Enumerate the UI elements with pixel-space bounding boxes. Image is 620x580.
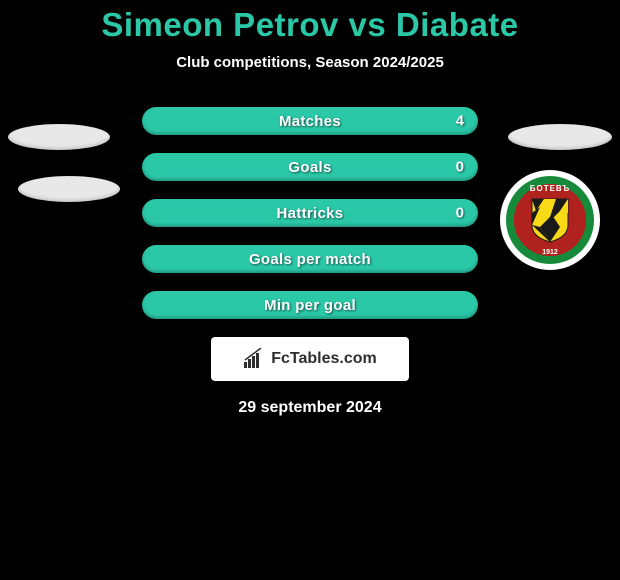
player-right-placeholder-icon [508,124,612,150]
footer-date: 29 september 2024 [0,399,620,417]
stat-row-min-per-goal: Min per goal [0,291,620,319]
bar-chart-icon [243,348,265,370]
player-left-placeholder-icon [8,124,110,150]
stat-value: 4 [456,113,464,130]
badge-outer-ring: БОТЕВЪ 1912 [500,170,600,270]
stat-label: Hattricks [277,205,344,222]
stat-value: 0 [456,159,464,176]
stat-bar: Goals per match [142,245,478,273]
badge-club-name: БОТЕВЪ [530,184,571,193]
badge-year: 1912 [542,249,558,256]
stat-label: Min per goal [264,297,356,314]
page-subtitle: Club competitions, Season 2024/2025 [0,54,620,71]
stat-value: 0 [456,205,464,222]
stat-label: Goals [288,159,331,176]
badge-ring: БОТЕВЪ 1912 [506,176,594,264]
fctables-logo[interactable]: FcTables.com [211,337,409,381]
stat-label: Goals per match [249,251,371,268]
stat-bar: Hattricks 0 [142,199,478,227]
stat-bar: Min per goal [142,291,478,319]
stat-label: Matches [279,113,341,130]
page-title: Simeon Petrov vs Diabate [0,6,620,44]
badge-shield-icon [524,194,576,246]
stat-bar: Goals 0 [142,153,478,181]
club-badge: БОТЕВЪ 1912 [500,170,600,270]
player-left-shadow-icon [18,176,120,202]
stat-bar: Matches 4 [142,107,478,135]
logo-text: FcTables.com [271,350,377,368]
